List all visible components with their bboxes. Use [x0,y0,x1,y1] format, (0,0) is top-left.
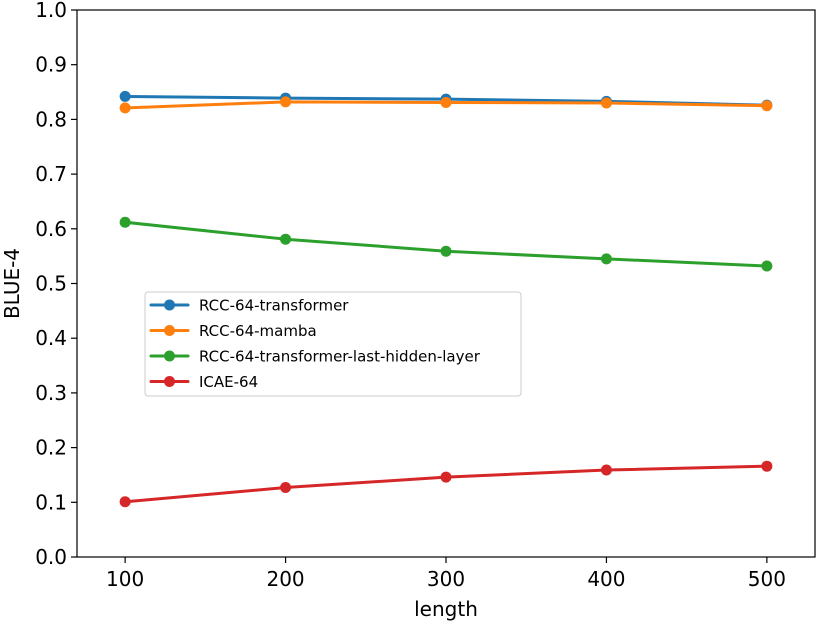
y-tick-label: 0.6 [35,217,67,241]
legend-item: RCC-64-transformer [149,297,349,315]
legend-label: RCC-64-mamba [199,322,317,340]
series-RCC-64-mamba [119,96,773,114]
data-point [761,460,773,472]
legend-box [144,291,522,397]
legend-marker [164,299,175,311]
data-point [600,97,612,109]
plot-frame [76,9,816,558]
data-point [119,102,131,114]
y-tick-label: 0.3 [35,381,67,405]
y-tick-label: 0.7 [35,162,67,186]
y-axis: 0.0 0.1 0.2 0.3 0.4 0.5 0.6 0.7 0.8 0.9 1.0 [35,0,77,569]
data-point [761,100,773,112]
data-point [440,471,452,483]
data-point [280,482,292,494]
legend-item: RCC-64-mamba [149,322,317,340]
data-point [440,245,452,257]
legend-item: RCC-64-transformer-last-hidden-layer [149,348,481,366]
y-tick-label: 0.8 [35,107,67,131]
series-layer [119,90,773,508]
y-tick-label: 1.0 [35,0,67,22]
data-point [280,233,292,245]
legend-marker [164,376,175,387]
y-tick-label: 0.5 [35,272,67,296]
series-ICAE-64 [119,460,773,508]
y-tick-label: 0.4 [35,326,67,350]
x-axis: 100 200 300 400 500 [106,557,786,591]
data-point [600,464,612,476]
x-tick-label: 400 [587,567,625,591]
x-tick-label: 100 [106,567,144,591]
y-tick-label: 0.9 [35,53,67,77]
y-tick-label: 0.0 [35,545,67,569]
legend-item: ICAE-64 [149,373,258,391]
legend-label: RCC-64-transformer-last-hidden-layer [199,348,481,366]
x-tick-label: 200 [266,567,304,591]
y-tick-label: 0.1 [35,490,67,514]
x-tick-label: 300 [427,567,465,591]
data-point [119,496,131,508]
data-point [600,253,612,265]
x-axis-label: length [414,597,478,621]
data-point [280,96,292,108]
data-point [761,260,773,272]
legend-label: RCC-64-transformer [199,297,349,315]
legend-marker [164,350,175,362]
data-point [119,90,131,102]
y-tick-label: 0.2 [35,436,67,460]
y-axis-label: BLUE-4 [0,248,24,319]
legend-marker [164,325,175,336]
data-point [440,96,452,108]
series-RCC-64-transformer-last-hidden-layer [119,216,773,272]
data-point [119,216,131,228]
legend-label: ICAE-64 [199,373,258,391]
x-tick-label: 500 [748,567,786,591]
legend: RCC-64-transformer RCC-64-mamba RCC-64-tra… [144,291,522,397]
